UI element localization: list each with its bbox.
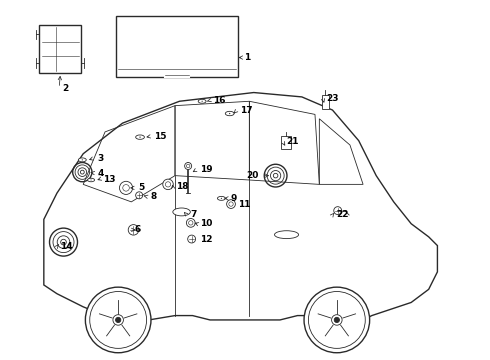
Circle shape [186,164,190,168]
Circle shape [229,113,230,114]
Circle shape [82,159,83,161]
FancyBboxPatch shape [116,16,239,77]
Text: 5: 5 [138,183,145,192]
Ellipse shape [136,135,145,139]
Text: 12: 12 [200,234,213,243]
Circle shape [186,219,195,227]
Text: 7: 7 [190,211,196,220]
Circle shape [166,182,171,187]
Ellipse shape [225,111,234,116]
Circle shape [227,200,235,208]
Ellipse shape [88,178,95,182]
Text: 9: 9 [230,194,237,203]
Circle shape [304,287,369,353]
Text: 19: 19 [200,165,213,174]
Text: 10: 10 [200,219,213,228]
Circle shape [221,198,222,199]
Text: 6: 6 [135,225,141,234]
Circle shape [229,202,233,206]
Text: 17: 17 [240,107,252,116]
Circle shape [120,181,133,194]
Text: 14: 14 [60,242,73,251]
Text: 1: 1 [244,53,250,62]
Ellipse shape [198,99,206,103]
FancyBboxPatch shape [321,95,329,109]
Circle shape [332,315,342,325]
Text: 20: 20 [246,171,259,180]
Circle shape [334,207,342,215]
Text: 4: 4 [98,168,104,177]
Text: 18: 18 [176,183,189,192]
Circle shape [139,136,141,138]
Ellipse shape [173,208,190,216]
Text: 15: 15 [154,132,167,141]
Ellipse shape [274,231,298,239]
Circle shape [90,292,147,348]
Text: 2: 2 [63,84,69,93]
Circle shape [185,162,192,170]
Circle shape [189,221,193,225]
Text: 11: 11 [238,199,250,208]
Circle shape [188,235,196,243]
Circle shape [136,192,143,199]
Circle shape [163,179,173,190]
Circle shape [116,317,121,323]
Text: 22: 22 [336,211,348,220]
Text: 23: 23 [326,94,339,103]
Text: 13: 13 [103,175,116,184]
Circle shape [128,225,139,235]
Text: 16: 16 [214,96,226,105]
Text: 8: 8 [150,192,157,201]
Circle shape [85,287,151,353]
FancyBboxPatch shape [40,25,81,73]
FancyBboxPatch shape [281,136,291,149]
Ellipse shape [78,158,86,162]
Text: 3: 3 [98,154,104,163]
Circle shape [113,315,123,325]
Circle shape [308,292,365,348]
Circle shape [334,317,340,323]
Circle shape [201,101,203,102]
Text: 21: 21 [286,137,298,146]
Ellipse shape [218,197,225,200]
Circle shape [123,185,129,191]
